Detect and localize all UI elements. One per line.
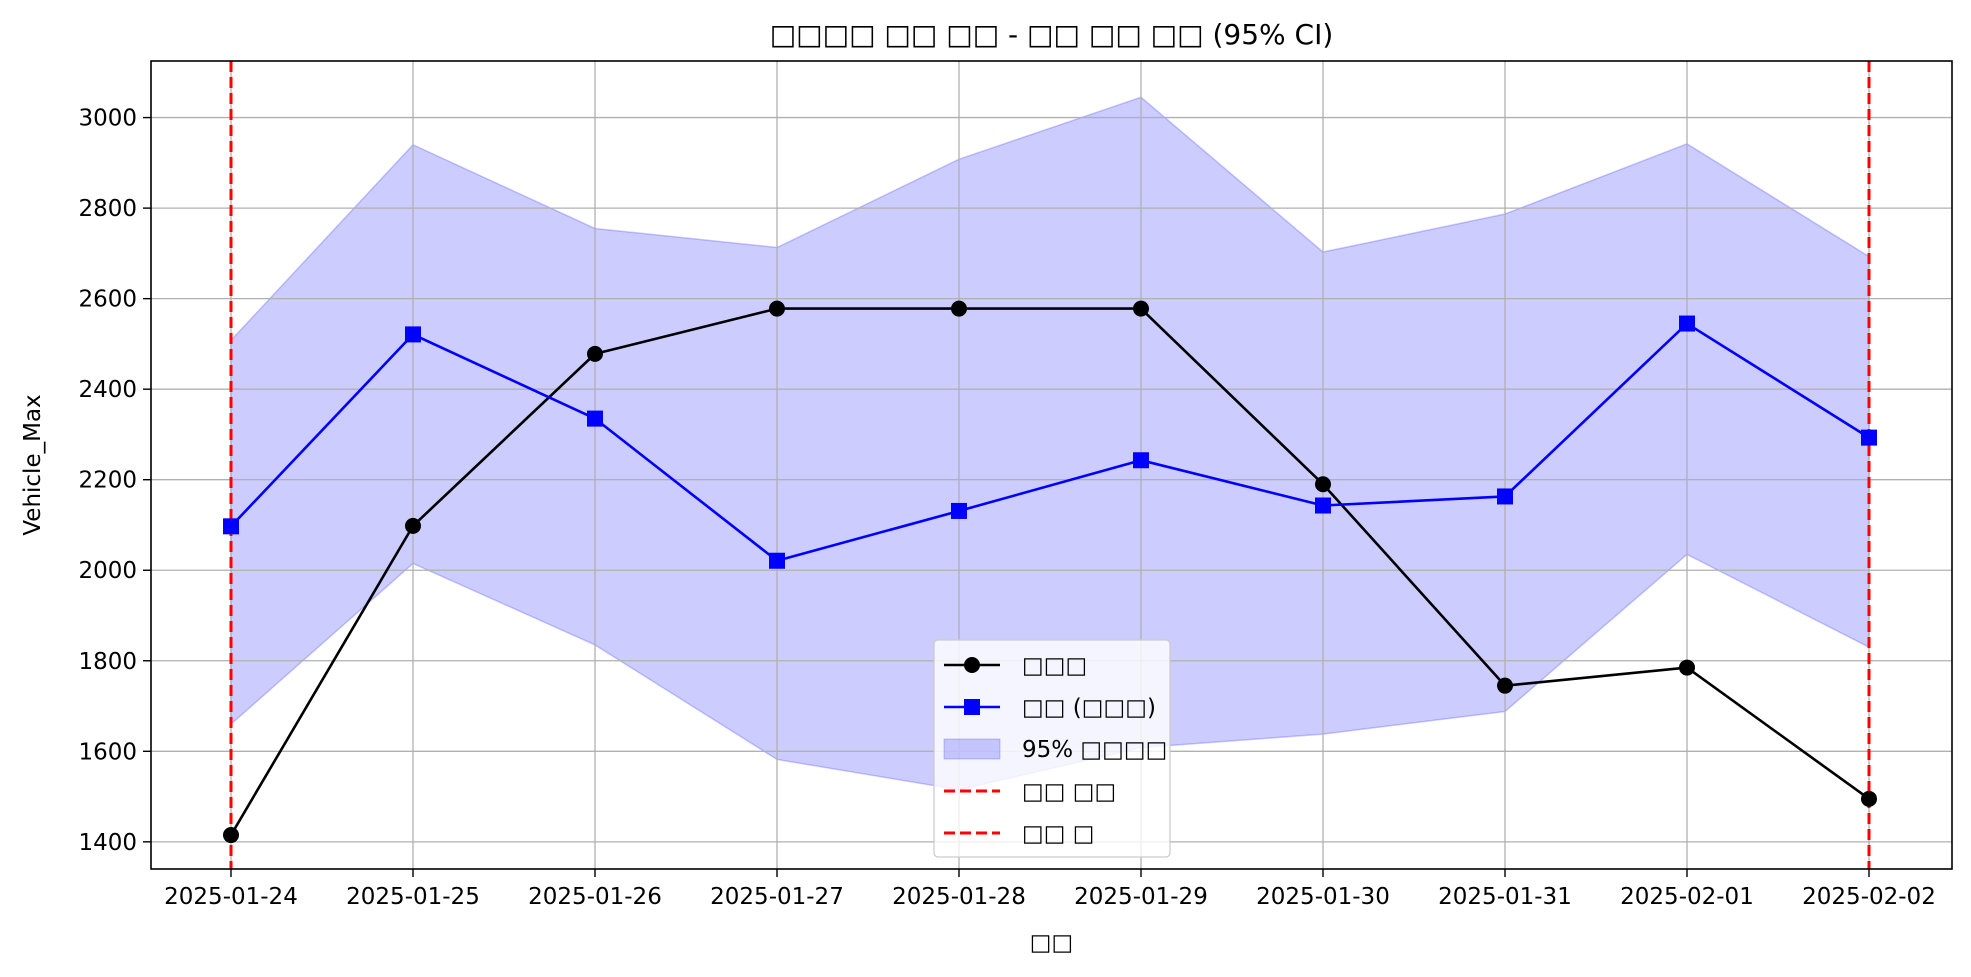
- series-2-point: [1679, 315, 1695, 332]
- y-tick-label: 2400: [78, 377, 137, 403]
- x-tick-label: 2025-01-24: [164, 884, 298, 910]
- y-tick-label: 1600: [78, 739, 137, 765]
- series-1-point: [1497, 677, 1513, 694]
- series-layer: [223, 300, 1877, 844]
- x-tick-label: 2025-02-01: [1620, 884, 1754, 910]
- series-2-point: [951, 502, 967, 519]
- x-tick-label: 2025-01-26: [528, 884, 662, 910]
- series-1-point: [1861, 790, 1877, 807]
- legend-box: [933, 639, 1171, 858]
- x-tick-label: 2025-02-02: [1802, 884, 1936, 910]
- series-1-point: [1679, 659, 1695, 676]
- vline-layer: [229, 61, 1871, 869]
- series-2-point: [223, 518, 239, 535]
- series-1-point: [951, 300, 967, 317]
- series-1-point: [223, 827, 239, 844]
- x-axis-title: □□: [1030, 930, 1073, 956]
- series-1-point: [587, 345, 603, 362]
- x-tick-label: 2025-01-31: [1438, 884, 1572, 910]
- y-tick-label: 2200: [78, 468, 137, 494]
- series-line-2: [230, 322, 1870, 563]
- y-tick-label: 2800: [78, 196, 137, 222]
- tick-layer: 2025-01-24 2025-01-25 2025-01-26 2025-01-27…: [78, 106, 1935, 910]
- series-1-point: [1315, 476, 1331, 493]
- legend: □□□ □□ (□□□) 95% □□□□ □□ □□ □□ □: [933, 639, 1171, 858]
- series-2-point: [1497, 488, 1513, 505]
- legend-band-swatch: [943, 738, 1001, 760]
- chart-title: □□□□ □□ □□ - □□ □□ □□ (95% CI): [770, 18, 1334, 51]
- x-tick-label: 2025-01-29: [1074, 884, 1208, 910]
- series-2-point: [1133, 452, 1149, 469]
- series-1-point: [1133, 300, 1149, 317]
- y-tick-label: 1800: [78, 649, 137, 675]
- series-2-point: [1315, 497, 1331, 514]
- series-2-point: [587, 410, 603, 427]
- series-1-point: [405, 517, 421, 534]
- x-tick-label: 2025-01-27: [710, 884, 844, 910]
- y-tick-label: 3000: [78, 106, 137, 132]
- legend-label: □□ □: [1022, 821, 1095, 847]
- legend-marker: [964, 657, 980, 673]
- series-1-point: [769, 300, 785, 317]
- legend-label: □□ (□□□): [1022, 695, 1156, 721]
- series-2-point: [769, 552, 785, 569]
- x-tick-label: 2025-01-25: [346, 884, 480, 910]
- y-axis-title: Vehicle_Max: [20, 394, 46, 535]
- x-tick-label: 2025-01-28: [892, 884, 1026, 910]
- plot-frame: [150, 60, 1953, 870]
- x-tick-label: 2025-01-30: [1256, 884, 1390, 910]
- series-line-1: [229, 307, 1870, 836]
- legend-label: □□□: [1022, 653, 1087, 679]
- legend-label: 95% □□□□: [1022, 737, 1167, 763]
- y-tick-label: 2600: [78, 287, 137, 313]
- y-tick-label: 1400: [78, 830, 137, 856]
- y-tick-label: 2000: [78, 558, 137, 584]
- legend-label: □□ □□: [1022, 779, 1116, 805]
- series-2-point: [405, 326, 421, 343]
- series-2-point: [1861, 429, 1877, 446]
- legend-marker: [964, 699, 980, 715]
